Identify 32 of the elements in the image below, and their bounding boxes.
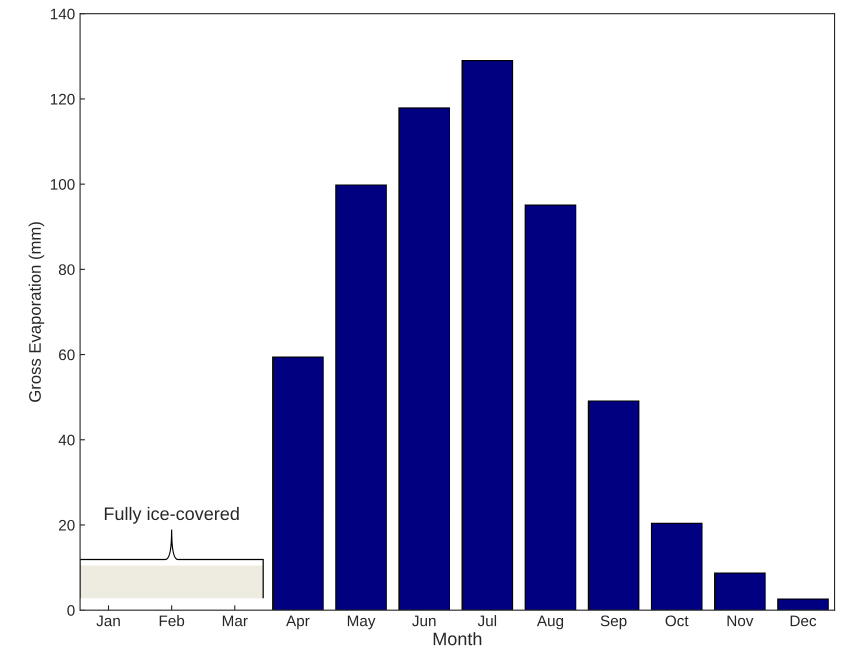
bar [524, 204, 576, 610]
x-tick-label: Jul [478, 615, 496, 626]
x-tick-label: Nov [728, 616, 754, 626]
bar [714, 572, 766, 610]
bar [462, 60, 514, 610]
y-axis-title: Gross Evaporation (mm) [28, 222, 44, 402]
bar [398, 107, 450, 610]
bar [272, 356, 324, 610]
bar [650, 522, 703, 610]
x-tick-label: Jun [412, 616, 436, 626]
x-tick-label: Feb [160, 615, 184, 626]
y-tick-label: 20 [59, 520, 75, 531]
y-tick-label: 100 [50, 179, 75, 190]
x-tick-label: Aug [536, 616, 564, 630]
x-tick-label: May [348, 616, 376, 630]
x-tick-label: Oct [666, 615, 688, 626]
y-tick-label: 0 [67, 605, 75, 616]
x-tick-label: Apr [286, 616, 310, 630]
x-axis-title: Month [434, 632, 482, 646]
bar [335, 184, 387, 610]
y-tick-label: 140 [50, 8, 75, 20]
bar [588, 400, 640, 610]
y-tick-label: 120 [50, 94, 75, 105]
bar [777, 598, 829, 610]
x-tick-label: Dec [790, 616, 816, 626]
annotation: Fully ice-covered [104, 506, 239, 524]
x-tick-label: Mar [222, 616, 248, 626]
x-tick-label: Jan [96, 616, 120, 626]
y-tick-label: 60 [59, 349, 75, 360]
y-tick-label: 40 [58, 434, 75, 446]
x-tick-label: Sep [600, 615, 627, 630]
y-tick-label: 80 [58, 264, 75, 276]
